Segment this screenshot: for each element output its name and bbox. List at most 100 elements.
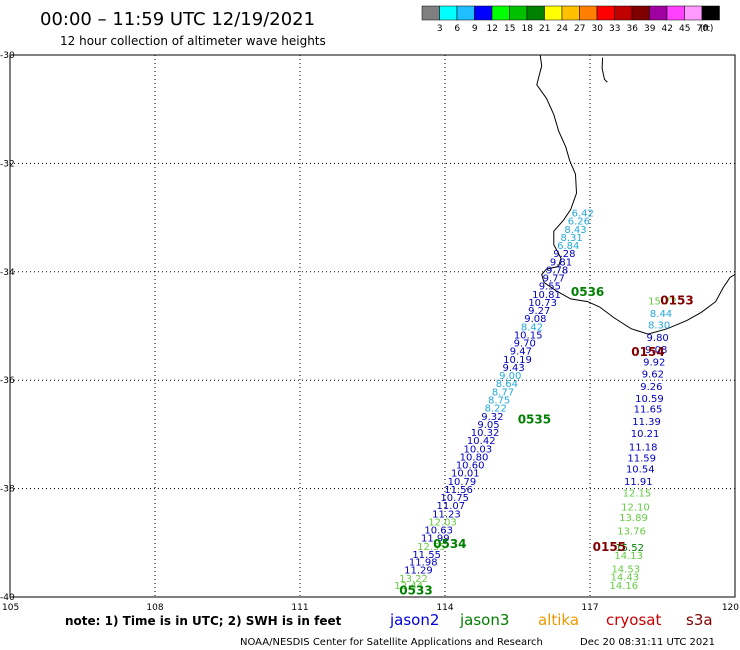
chart-title: 00:00 – 11:59 UTC 12/19/2021 xyxy=(40,9,315,30)
satellite-legend: jason2 jason3 altika cryosat s3a xyxy=(389,611,713,629)
colorbar-label: 45 xyxy=(679,24,690,34)
swh-value: 11.07 xyxy=(436,501,465,512)
colorbar-label: 15 xyxy=(504,24,515,34)
colorbar-label: 36 xyxy=(627,24,639,34)
colorbar-swatch xyxy=(666,5,685,21)
swh-value: 8.77 xyxy=(492,387,514,398)
swh-value: 9.55 xyxy=(539,282,561,293)
coastline-australia xyxy=(536,54,736,335)
swh-value: 11.99 xyxy=(421,534,450,545)
colorbar-swatch xyxy=(649,5,668,21)
colorbar-label: 18 xyxy=(522,24,534,34)
swh-value: 11.91 xyxy=(624,477,653,488)
y-tick-label: -40 xyxy=(0,593,15,603)
swh-value: 10.75 xyxy=(440,493,469,504)
x-tick-label: 105 xyxy=(2,603,19,613)
colorbar-swatch xyxy=(439,5,458,21)
legend-entry-jason2: jason2 xyxy=(389,611,439,629)
swh-value: 9.08 xyxy=(524,314,546,325)
colorbar-swatch xyxy=(509,5,528,21)
swh-value: 6.84 xyxy=(557,241,579,252)
x-tick-label: 108 xyxy=(146,603,163,613)
x-tick-label: 114 xyxy=(436,603,453,613)
grid-lines xyxy=(10,55,735,597)
legend-entry-altika: altika xyxy=(538,611,579,629)
colorbar-label: 12 xyxy=(487,24,498,34)
y-tick-label: -30 xyxy=(0,51,15,61)
swh-value: 11.55 xyxy=(412,550,441,561)
swh-value: 9.62 xyxy=(642,369,664,380)
swh-value: 15.52 xyxy=(615,543,644,554)
colorbar-label: 3 xyxy=(437,24,443,34)
pass-id-label: 0533 xyxy=(399,583,432,597)
swh-value: 14.13 xyxy=(614,551,643,562)
swh-value: 14.16 xyxy=(610,581,639,592)
timestamp: Dec 20 08:31:11 UTC 2021 xyxy=(580,637,715,648)
swh-value: 8.75 xyxy=(488,396,510,407)
swh-value: 12.10 xyxy=(621,502,650,513)
swh-value: 11.98 xyxy=(409,558,438,569)
colorbar-swatch xyxy=(456,5,475,21)
swh-value: 9.43 xyxy=(503,363,525,374)
swh-value: 8.30 xyxy=(648,321,670,332)
coastline xyxy=(536,54,736,335)
swh-value: 9.27 xyxy=(528,306,550,317)
colorbar-label: 9 xyxy=(472,24,478,34)
swh-value: 10.03 xyxy=(464,444,493,455)
swh-value: 10.42 xyxy=(467,436,496,447)
swh-value: 9.47 xyxy=(510,347,532,358)
swh-value: 9.80 xyxy=(647,333,669,344)
swh-value: 10.01 xyxy=(451,469,480,480)
swh-value: 13.22 xyxy=(399,574,428,585)
colorbar-label: 6 xyxy=(454,24,460,34)
swh-value: 8.22 xyxy=(485,404,507,415)
x-tick-label: 117 xyxy=(581,603,598,613)
swh-value: 10.54 xyxy=(626,464,655,475)
swh-value: 8.64 xyxy=(496,379,518,390)
colorbar-label: 27 xyxy=(574,24,585,34)
colorbar-label: 70 xyxy=(697,24,709,34)
swh-value: 10.19 xyxy=(503,355,532,366)
y-tick-label: -38 xyxy=(0,485,15,495)
pass-id-label: 0535 xyxy=(518,413,551,427)
swh-value: 6.26 xyxy=(568,217,590,228)
swh-value: 9.81 xyxy=(550,257,572,268)
swh-value: 8.44 xyxy=(650,309,672,320)
pass-id-label: 0534 xyxy=(433,537,466,551)
swh-value: 9.92 xyxy=(643,358,665,369)
swh-value: 10.60 xyxy=(456,461,485,472)
swh-value: 9.32 xyxy=(481,412,503,423)
swh-value: 11.59 xyxy=(627,454,656,465)
pass-id-label: 0155 xyxy=(593,540,626,554)
colorbar-swatch xyxy=(684,5,703,21)
x-tick-label: 111 xyxy=(291,603,308,613)
swh-value: 9.77 xyxy=(543,274,565,285)
colorbar-swatch xyxy=(421,5,440,21)
swh-value: 12.55 xyxy=(417,542,446,553)
colorbar-label: 30 xyxy=(592,24,604,34)
chart-subtitle: 12 hour collection of altimeter wave hei… xyxy=(60,34,326,48)
axis-tick-labels: 105 108 111 114 117 120 -30 -32 -34 -36 -38 -40 xyxy=(0,51,739,613)
swh-value: 10.32 xyxy=(471,428,500,439)
colorbar-swatch xyxy=(701,5,720,21)
swh-value: 12.15 xyxy=(623,489,652,500)
swh-value: 9.05 xyxy=(477,420,499,431)
colorbar-swatch xyxy=(579,5,598,21)
swh-value: 10.59 xyxy=(635,394,664,405)
swh-value: 13.76 xyxy=(617,527,646,538)
pass-labels: 0533 0534 0535 0536 0153 0154 0155 xyxy=(399,285,693,597)
swh-value: 10.73 xyxy=(528,298,557,309)
colorbar-swatch xyxy=(491,5,510,21)
colorbar: 3 6 9 12 15 18 21 24 27 30 33 36 39 42 45 70(ft) xyxy=(421,5,720,34)
y-tick-label: -36 xyxy=(0,376,15,386)
footnote: note: 1) Time is in UTC; 2) SWH is in fe… xyxy=(65,614,342,628)
legend-entry-cryosat: cryosat xyxy=(606,611,661,629)
swh-value: 11.18 xyxy=(629,443,658,454)
wave-height-values: 12.4413.2211.2911.9811.5512.5511.9910.63… xyxy=(394,209,676,592)
colorbar-label: 33 xyxy=(609,24,620,34)
colorbar-label: (ft) xyxy=(700,24,714,34)
swh-value: 10.79 xyxy=(448,477,477,488)
swh-value: 10.80 xyxy=(460,452,489,463)
swh-value: 10.15 xyxy=(514,330,543,341)
colorbar-label: 24 xyxy=(557,24,569,34)
